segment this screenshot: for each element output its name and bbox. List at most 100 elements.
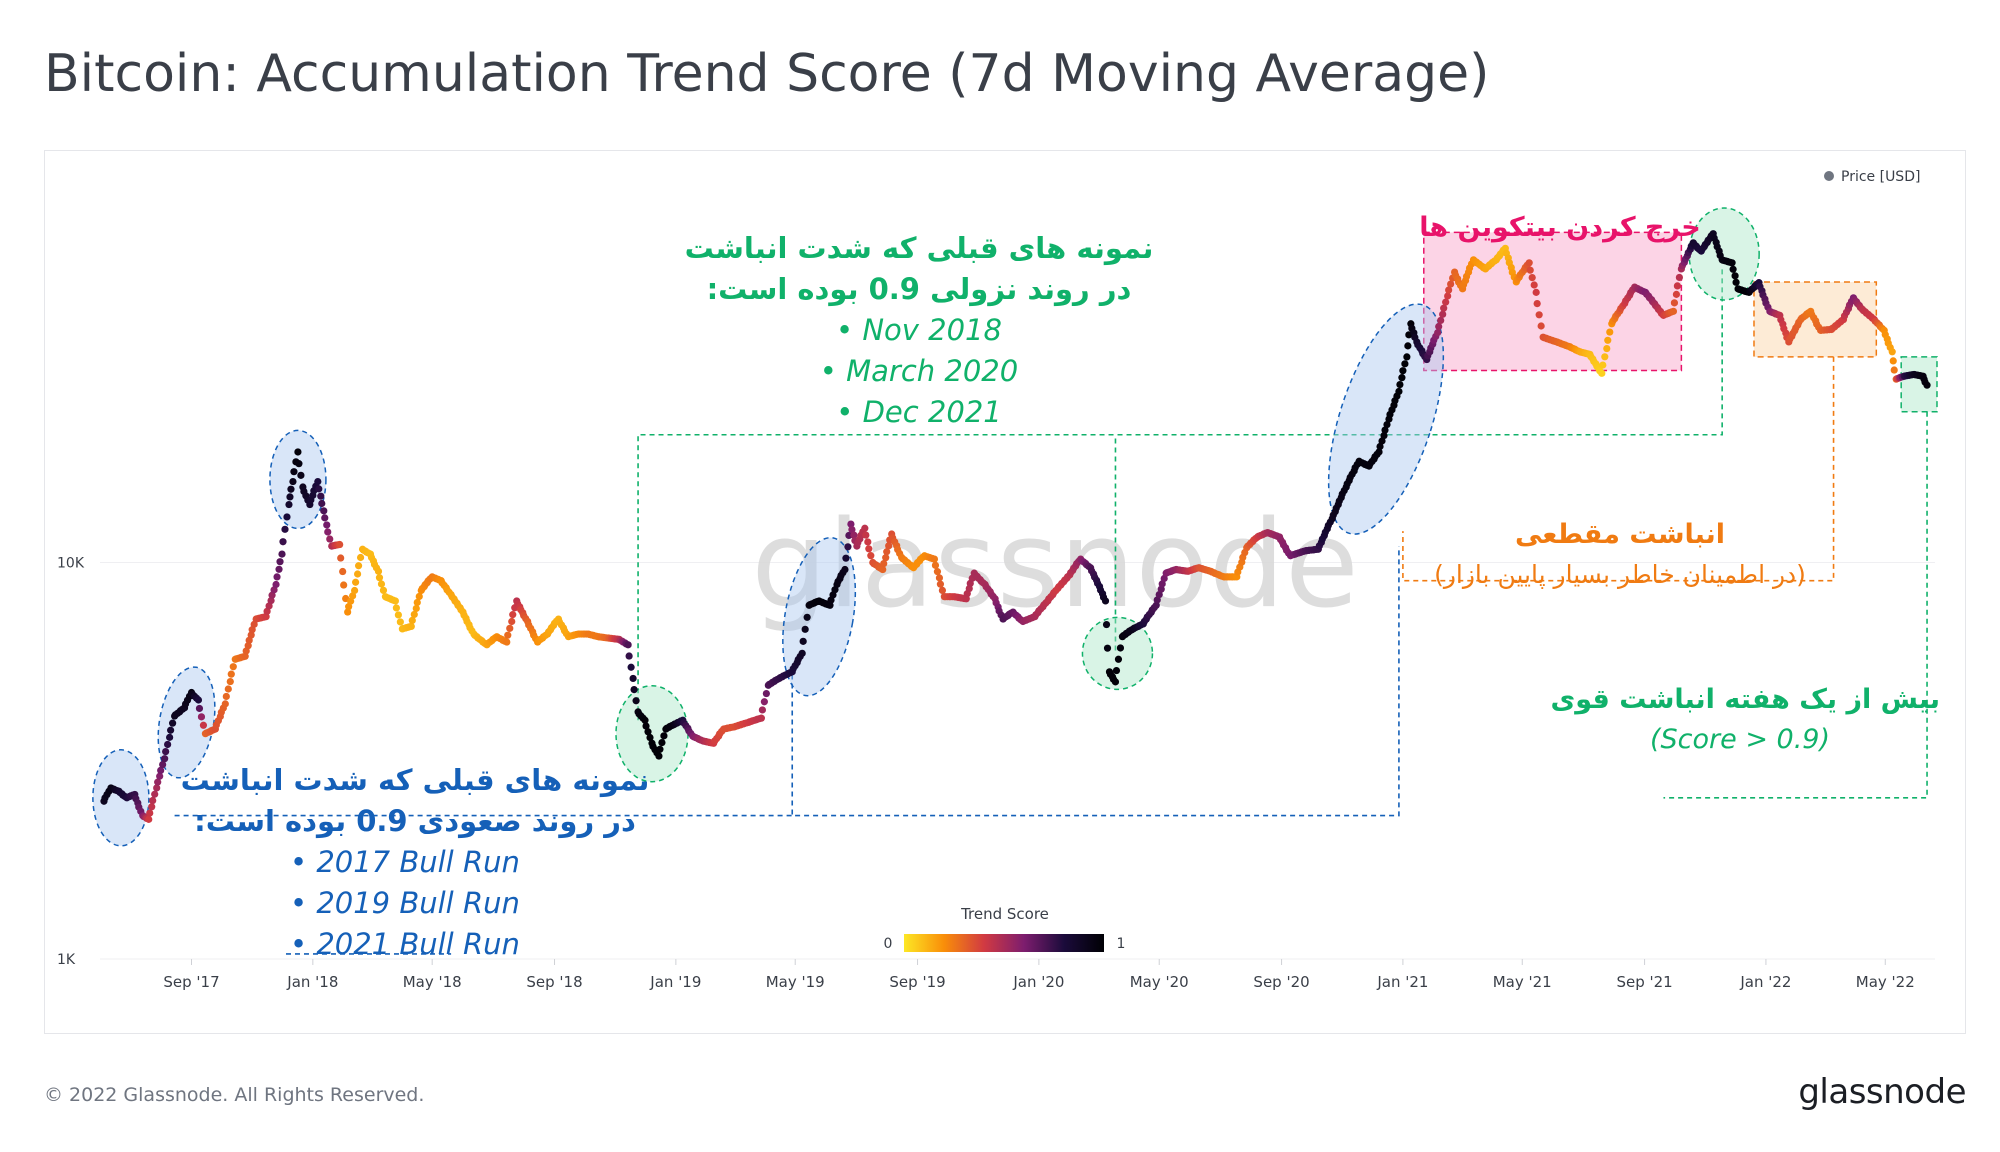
price-point — [318, 499, 326, 508]
legend[interactable]: Price [USD] — [1824, 169, 1920, 185]
price-point — [336, 540, 344, 549]
price-point — [197, 713, 206, 721]
strong-box — [1900, 356, 1938, 413]
price-point — [224, 685, 232, 693]
distribution-text: خرج کردن بیتکوین ها — [1419, 212, 1701, 243]
price-point — [267, 597, 275, 605]
price-point — [340, 581, 348, 589]
price-point — [1888, 348, 1896, 356]
price-point — [167, 726, 175, 734]
price-point — [227, 670, 235, 678]
price-point — [1103, 644, 1112, 652]
price-point — [885, 542, 893, 550]
page-title: Bitcoin: Accumulation Trend Score (7d Mo… — [44, 44, 1490, 104]
price-point — [1604, 336, 1612, 344]
price-point — [317, 492, 325, 500]
distribution-annotation: خرج کردن بیتکوین ها — [1380, 212, 1740, 243]
price-point — [379, 586, 388, 594]
price-point — [1439, 310, 1447, 318]
price-point — [1533, 299, 1541, 308]
price-point — [412, 604, 420, 613]
price-point — [506, 624, 514, 632]
price-point — [1890, 366, 1898, 374]
price-point — [1378, 437, 1386, 445]
price-point — [1530, 281, 1538, 289]
price-point — [339, 567, 347, 576]
price-point — [375, 574, 384, 582]
pause-connector — [1402, 356, 1835, 582]
price-point — [1599, 361, 1607, 369]
price-point — [658, 738, 666, 747]
strong-annotation: بیش از یک هفته انباشت قوی (Score > 0.9) — [1460, 680, 1941, 760]
x-tick-label: Sep '19 — [889, 973, 945, 991]
price-point — [356, 553, 365, 562]
x-tick-label: Sep '21 — [1616, 973, 1672, 991]
price-point — [1528, 273, 1536, 282]
price-point — [865, 545, 873, 553]
price-point — [276, 558, 284, 566]
price-point — [1525, 259, 1533, 267]
price-point — [1923, 381, 1931, 389]
price-point — [798, 649, 806, 657]
price-point — [1537, 322, 1545, 330]
price-point — [1434, 329, 1442, 337]
price-point — [149, 796, 157, 805]
price-point — [509, 611, 517, 619]
price-point — [287, 485, 295, 493]
price-point — [169, 719, 177, 727]
downtrend-line2: در روند نزولی 0.9 بوده است: — [706, 272, 1132, 306]
x-tick-label: May '18 — [403, 973, 462, 991]
price-point — [935, 574, 944, 582]
downtrend-item: Dec 2021 — [664, 392, 1174, 433]
price-point — [153, 784, 161, 792]
price-point — [157, 766, 165, 775]
price-point — [164, 740, 172, 749]
y-tick-label: 10K — [57, 556, 85, 572]
price-point — [1404, 342, 1412, 350]
price-point — [938, 586, 947, 595]
price-point — [1440, 304, 1448, 312]
price-point — [508, 617, 516, 626]
price-point — [161, 755, 169, 763]
price-point — [1598, 369, 1606, 377]
price-point — [1114, 655, 1123, 663]
x-tick-label: Jan '21 — [1376, 973, 1428, 991]
price-point — [1889, 357, 1897, 365]
price-point — [295, 460, 303, 468]
price-point — [1396, 380, 1404, 389]
price-point — [272, 580, 280, 589]
price-point — [1673, 282, 1682, 290]
price-point — [154, 778, 162, 786]
y-tick-label: 1K — [57, 952, 76, 968]
price-point — [632, 697, 640, 705]
x-tick-label: Jan '19 — [649, 973, 701, 991]
colorbar: Trend Score 0 1 — [884, 905, 1125, 952]
price-point — [630, 685, 638, 694]
price-point — [289, 477, 297, 486]
price-point — [290, 468, 298, 476]
price-point — [1398, 374, 1406, 382]
price-chart: glassnode Sep '17 Jan '18 May '18 Sep '18 Ja… — [57, 169, 1938, 991]
price-point — [244, 642, 252, 650]
price-point — [799, 637, 807, 645]
price-point — [1375, 448, 1383, 456]
price-point — [1111, 678, 1120, 686]
downtrend-connector — [637, 268, 1723, 721]
x-tick-label: Jan '18 — [286, 973, 338, 991]
price-point — [1157, 585, 1165, 593]
price-point — [314, 477, 322, 486]
price-point — [320, 507, 328, 515]
price-point — [1445, 286, 1453, 294]
price-point — [1675, 273, 1683, 282]
price-point — [1670, 299, 1679, 307]
price-point — [413, 598, 421, 607]
price-point — [936, 580, 945, 588]
distribution-box — [1423, 231, 1683, 372]
price-point — [273, 573, 281, 581]
price-point — [241, 652, 249, 660]
price-point — [146, 809, 154, 817]
legend-label: Price [USD] — [1841, 169, 1920, 185]
price-point — [278, 550, 286, 558]
price-point — [396, 618, 404, 626]
price-point — [351, 586, 359, 595]
